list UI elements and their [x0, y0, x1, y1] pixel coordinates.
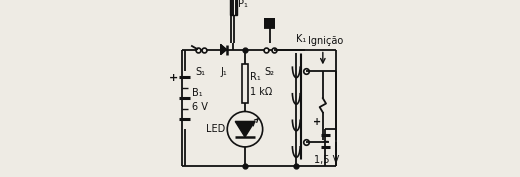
Text: 1 kΩ: 1 kΩ [250, 87, 272, 97]
Polygon shape [220, 45, 227, 55]
Circle shape [227, 112, 263, 147]
Text: Ignição: Ignição [308, 36, 343, 46]
Bar [230, 0, 237, 15]
Bar [242, 64, 248, 103]
Text: B₁: B₁ [192, 88, 203, 98]
Text: +: + [169, 73, 178, 82]
Text: K₁: K₁ [295, 34, 306, 44]
Text: 6 V: 6 V [192, 102, 208, 112]
Bar [265, 18, 275, 28]
Text: S₂: S₂ [265, 67, 275, 77]
Text: +: + [314, 118, 321, 127]
Polygon shape [235, 121, 255, 137]
Text: LED: LED [206, 124, 226, 134]
Text: R₁: R₁ [250, 72, 261, 82]
Text: P₁: P₁ [238, 0, 248, 9]
Text: 1,5 V: 1,5 V [314, 155, 339, 165]
Text: S₁: S₁ [196, 67, 206, 77]
Text: J₁: J₁ [220, 67, 227, 77]
